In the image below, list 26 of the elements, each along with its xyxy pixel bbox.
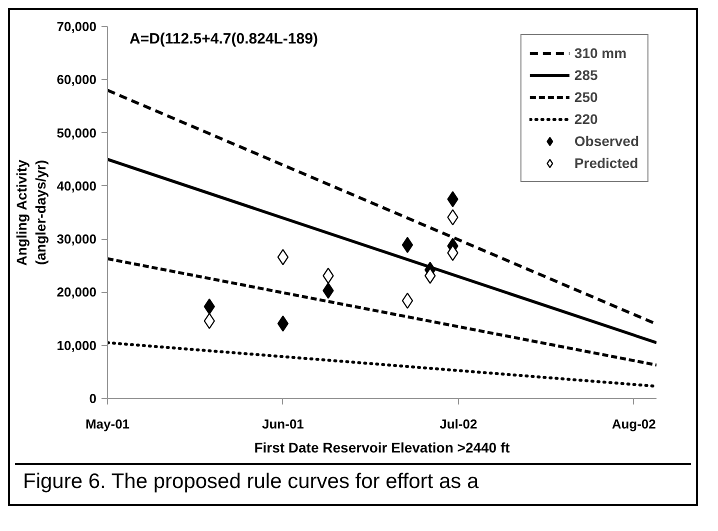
y-axis-title: Angling Activity (angler-days/yr) — [14, 160, 49, 266]
y-tick-label: 20,000 — [56, 284, 97, 300]
legend-label: 310 mm — [574, 45, 627, 61]
annotation: A=D(112.5+4.7(0.824L-189) — [130, 30, 318, 48]
legend-label: 250 — [574, 89, 598, 105]
legend-label: 285 — [574, 67, 598, 83]
legend-label: Observed — [574, 133, 639, 149]
y-tick-label: 60,000 — [56, 72, 97, 88]
y-tick-label: 40,000 — [56, 178, 97, 194]
legend-label: 220 — [574, 111, 598, 127]
point — [277, 249, 289, 266]
point — [402, 292, 414, 309]
legend-label: Predicted — [574, 155, 638, 171]
y-tick-label: 30,000 — [56, 232, 97, 247]
x-tick-label: Jul-02 — [440, 416, 478, 432]
x-tick-label: Jun-01 — [262, 416, 304, 432]
y-tick-label: 0 — [89, 391, 97, 406]
y-tick-label: 50,000 — [56, 125, 97, 140]
x-tick-label: May-01 — [85, 416, 130, 432]
point — [277, 315, 289, 332]
x-tick-label: Aug-02 — [612, 416, 656, 432]
point — [402, 236, 414, 254]
y-tick-label: 70,000 — [56, 19, 97, 34]
caption: Figure 6. The proposed rule curves for effort as a — [23, 469, 479, 495]
x-axis-title: First Date Reservoir Elevation >2440 ft — [254, 440, 510, 456]
y-tick-label: 10,000 — [56, 338, 97, 353]
